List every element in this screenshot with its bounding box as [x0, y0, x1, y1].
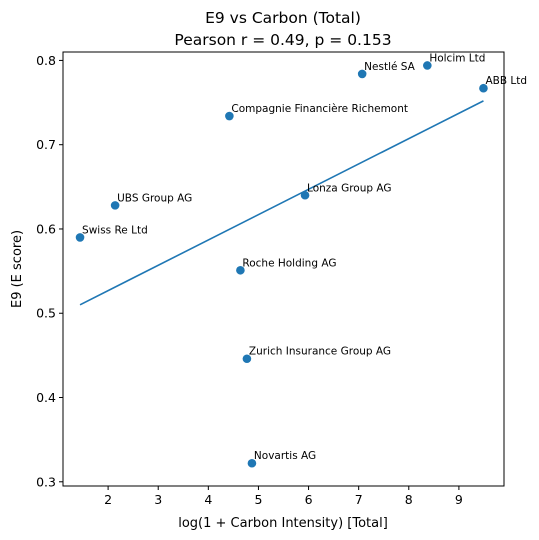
data-point-label: Compagnie Financière Richemont [231, 103, 408, 115]
data-point-label: Lonza Group AG [307, 182, 391, 194]
x-tick-label: 6 [305, 492, 313, 507]
x-tick-label: 3 [154, 492, 162, 507]
x-axis-label: log(1 + Carbon Intensity) [Total] [178, 516, 388, 531]
x-tick-label: 7 [355, 492, 363, 507]
chart-title: E9 vs Carbon (Total) [205, 9, 361, 27]
data-point-label: Zurich Insurance Group AG [249, 346, 391, 358]
x-tick-label: 2 [104, 492, 112, 507]
chart-subtitle: Pearson r = 0.49, p = 0.153 [174, 31, 391, 49]
x-tick-label: 5 [254, 492, 262, 507]
data-point-label: ABB Ltd [485, 75, 527, 87]
data-point-label: Holcim Ltd [429, 52, 485, 64]
y-tick-label: 0.5 [36, 306, 56, 321]
data-point-label: Novartis AG [254, 450, 316, 462]
data-point-label: Nestlé SA [364, 61, 415, 73]
y-tick-label: 0.8 [36, 53, 56, 68]
y-tick-label: 0.7 [36, 137, 56, 152]
point-labels-layer: Swiss Re Ltd UBS Group AG Compagnie Financ… [82, 52, 527, 462]
y-tick-label: 0.4 [36, 390, 56, 405]
y-tick-label: 0.3 [36, 474, 56, 489]
x-tick-label: 9 [455, 492, 463, 507]
y-axis: 0.3 0.4 0.5 0.6 0.7 0.8 [36, 53, 63, 489]
y-axis-label: E9 (E score) [10, 230, 25, 308]
data-point-label: UBS Group AG [117, 192, 192, 204]
y-tick-label: 0.6 [36, 221, 56, 236]
x-tick-label: 4 [204, 492, 212, 507]
x-tick-label: 8 [405, 492, 413, 507]
data-point-label: Swiss Re Ltd [82, 224, 148, 236]
x-axis: 2 3 4 5 6 7 8 9 [104, 486, 463, 507]
data-point-label: Roche Holding AG [242, 257, 336, 269]
